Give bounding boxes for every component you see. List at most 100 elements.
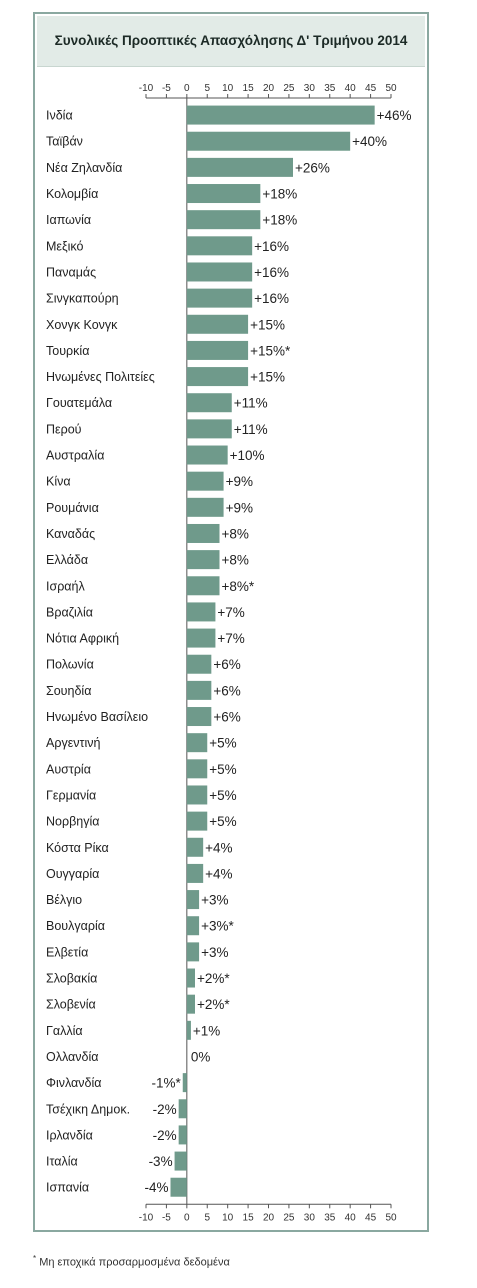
bar [186, 184, 261, 204]
bar [186, 602, 216, 622]
category-label: Ταϊβάν [46, 135, 83, 149]
top-tick-label: 50 [385, 83, 397, 94]
bottom-tick-label: -10 [139, 1212, 154, 1223]
data-label: +3% [201, 893, 228, 908]
data-label: +4% [205, 840, 232, 855]
data-label: +15% [250, 370, 285, 385]
category-label: Ελβετία [46, 945, 88, 959]
category-label: Μεξικό [46, 239, 83, 253]
category-label: Ουγγαρία [46, 867, 99, 881]
top-tick-label: 35 [324, 83, 336, 94]
category-label: Νότια Αφρική [46, 632, 119, 646]
data-label: -2% [153, 1128, 177, 1143]
data-label: +7% [217, 631, 244, 646]
category-label: Αυστραλία [46, 449, 104, 463]
category-label: Περού [46, 422, 82, 436]
category-label: Γερμανία [46, 788, 96, 802]
data-label: +3%* [201, 919, 234, 934]
category-label: Ιαπωνία [46, 213, 91, 227]
category-label: Βέλγιο [46, 893, 82, 907]
data-label: -2% [153, 1102, 177, 1117]
bar [186, 105, 375, 125]
data-label: +15% [250, 317, 285, 332]
data-label: +6% [213, 710, 240, 725]
data-label: +6% [213, 657, 240, 672]
category-label: Ελλάδα [46, 553, 88, 567]
bottom-tick-label: 0 [184, 1212, 190, 1223]
category-label: Ηνωμένο Βασίλειο [46, 710, 148, 724]
bar [186, 471, 224, 491]
bar [186, 707, 212, 727]
bar [186, 419, 232, 439]
bar [186, 811, 208, 831]
title-band [37, 16, 425, 67]
data-label: +26% [295, 160, 330, 175]
data-label: +7% [217, 605, 244, 620]
bar [186, 654, 212, 674]
category-label: Σουηδία [46, 684, 91, 698]
category-label: Κόστα Ρίκα [46, 841, 109, 855]
bar [186, 393, 232, 413]
bottom-tick-label: 25 [283, 1212, 295, 1223]
category-label: Νέα Ζηλανδία [46, 161, 122, 175]
bar [186, 733, 208, 753]
bar [186, 680, 212, 700]
category-label: Νορβηγία [46, 815, 100, 829]
footnote-text: Μη εποχικά προσαρμοσμένα δεδομένα [39, 1256, 230, 1269]
top-tick-label: 15 [243, 83, 255, 94]
category-label: Παναμάς [46, 265, 96, 279]
data-label: -4% [144, 1180, 168, 1195]
top-tick-label: 25 [283, 83, 295, 94]
data-label: +5% [209, 736, 236, 751]
bottom-tick-label: 5 [204, 1212, 210, 1223]
data-label: +5% [209, 762, 236, 777]
bar [186, 890, 200, 910]
category-label: Τουρκία [46, 344, 89, 358]
bar [186, 445, 228, 465]
category-label: Καναδάς [46, 527, 95, 541]
top-tick-label: 0 [184, 83, 190, 94]
data-label: +4% [205, 866, 232, 881]
bar [186, 314, 249, 334]
data-label: +3% [201, 945, 228, 960]
bar [186, 759, 208, 779]
data-label: 0% [191, 1049, 211, 1064]
bar [186, 236, 253, 256]
bottom-tick-label: 30 [304, 1212, 316, 1223]
data-label: +11% [234, 396, 268, 411]
data-label: +16% [254, 239, 289, 254]
top-tick-label: 30 [304, 83, 316, 94]
data-label: +8% [222, 526, 249, 541]
top-tick-label: -10 [139, 83, 154, 94]
bar [186, 523, 220, 543]
top-tick-label: -5 [162, 83, 171, 94]
data-label: +15%* [250, 343, 291, 358]
bar [186, 994, 195, 1014]
bar [186, 157, 293, 177]
data-label: -3% [149, 1154, 173, 1169]
category-label: Ισραήλ [46, 579, 85, 593]
bottom-tick-label: 35 [324, 1212, 336, 1223]
top-tick-label: 40 [345, 83, 357, 94]
bottom-tick-label: 15 [243, 1212, 255, 1223]
bar [178, 1099, 187, 1119]
category-label: Βραζιλία [46, 605, 93, 619]
top-tick-label: 5 [204, 83, 210, 94]
category-label: Αργεντινή [46, 736, 100, 750]
data-label: +8% [222, 553, 249, 568]
data-label: +2%* [197, 997, 230, 1012]
bar [186, 785, 208, 805]
bar [186, 916, 200, 936]
bottom-tick-label: 20 [263, 1212, 275, 1223]
bottom-tick-label: 40 [345, 1212, 357, 1223]
top-tick-label: 20 [263, 83, 275, 94]
data-label: +6% [213, 683, 240, 698]
bar [186, 863, 204, 883]
category-label: Τσέχικη Δημοκ. [46, 1102, 130, 1116]
category-label: Ισπανία [46, 1181, 89, 1195]
bar [178, 1125, 187, 1145]
category-label: Χονγκ Κονγκ [46, 318, 118, 332]
category-label: Πολωνία [46, 658, 94, 672]
bar [186, 550, 220, 570]
bottom-tick-label: 45 [365, 1212, 377, 1223]
